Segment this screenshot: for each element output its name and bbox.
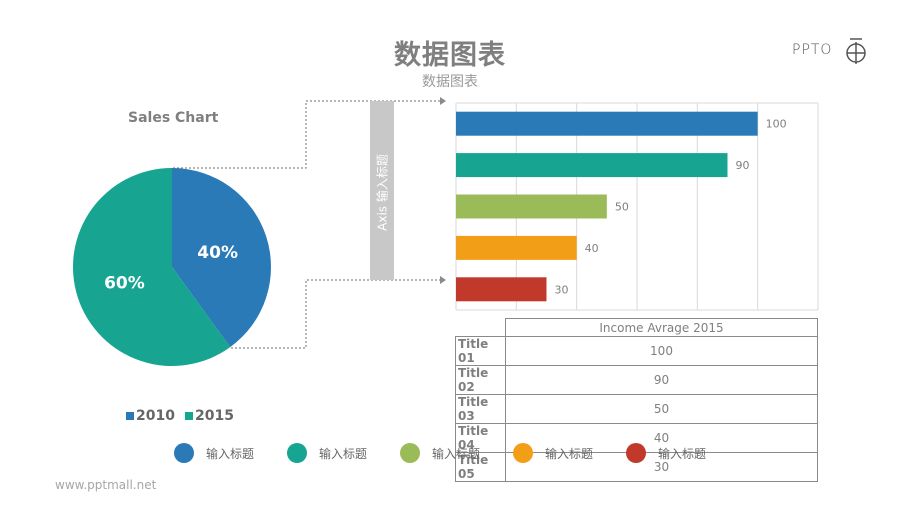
page-subtitle: 数据图表	[422, 74, 478, 90]
pie-legend-label: 2010	[136, 408, 175, 424]
bar-data-label: 30	[555, 283, 569, 296]
table-row: Title 05 30	[455, 452, 818, 482]
bar-Title 02	[456, 153, 728, 178]
legend-dot-icon	[174, 443, 194, 463]
legend-label: 输入标题	[206, 446, 255, 461]
legend-item: 输入标题	[400, 443, 513, 463]
table-row: Title 02 90	[455, 365, 818, 395]
bar-Title 05	[456, 277, 547, 302]
legend-item: 输入标题	[626, 443, 739, 463]
bar-data-label: 50	[615, 201, 629, 214]
table-row-label: Title 05	[455, 452, 506, 482]
legend-swatch-icon	[126, 412, 134, 420]
bar-data-label: 90	[736, 159, 750, 172]
income-table: Income Avrage 2015 Title 01 100 Title 02…	[455, 318, 818, 482]
legend-label: 输入标题	[658, 446, 707, 461]
legend-label: 输入标题	[545, 446, 594, 461]
table-row: Title 01 100	[455, 336, 818, 366]
connector-arrow-icon	[440, 97, 446, 105]
legend-dot-icon	[287, 443, 307, 463]
table-row-value: 50	[505, 394, 818, 424]
pie-data-label: 60%	[104, 273, 145, 293]
legend-label: 输入标题	[432, 446, 481, 461]
legend-item: 输入标题	[287, 443, 400, 463]
page-title: 数据图表	[394, 40, 506, 71]
table-row-label: Title 03	[455, 394, 506, 424]
legend-swatch-icon	[184, 412, 193, 420]
legend-label: 输入标题	[319, 446, 368, 461]
axis-label-bar	[370, 101, 394, 280]
pie-legend-item-2010: 2010	[126, 408, 175, 424]
legend-dot-icon	[513, 443, 533, 463]
bar-Title 04	[456, 235, 577, 260]
logo-text: PPTO	[792, 42, 833, 58]
connector-bottom-line	[231, 279, 440, 349]
bar-Title 01	[456, 111, 758, 136]
table-header-row: Income Avrage 2015	[456, 318, 818, 337]
table-row-value: 90	[505, 365, 818, 395]
pie-data-label: 40%	[197, 243, 238, 263]
pie-slice-2015	[72, 168, 231, 367]
bar-data-label: 100	[766, 118, 787, 131]
bar-Title 03	[456, 194, 607, 219]
pie-legend-label: 2015	[194, 408, 234, 424]
legend-dot-icon	[400, 443, 420, 463]
table-row-value: 30	[505, 452, 818, 482]
table-row-label: Title 02	[455, 365, 506, 395]
brand-logo: PPTO	[792, 36, 872, 66]
table-row-value: 100	[505, 336, 818, 366]
connector-arrow-icon	[440, 276, 446, 284]
legend-item: 输入标题	[513, 443, 626, 463]
table-header: Income Avrage 2015	[505, 318, 818, 337]
table-row: Title 03 50	[455, 394, 818, 424]
bar-data-label: 40	[585, 242, 599, 255]
pie-legend: 2010 2015	[126, 408, 234, 424]
logo-mark-icon	[846, 38, 866, 64]
pie-legend-item-2015: 2015	[184, 408, 234, 424]
connector-top-line	[173, 100, 440, 169]
table-row-label: Title 01	[455, 336, 506, 366]
table-corner	[456, 319, 506, 337]
bottom-legend: 输入标题 输入标题 输入标题 输入标题 输入标题	[174, 443, 739, 463]
axis-label: Axis 输入标题	[375, 154, 390, 231]
pie-slice-2010	[172, 168, 271, 348]
legend-item: 输入标题	[174, 443, 287, 463]
legend-dot-icon	[626, 443, 646, 463]
pie-chart-title: Sales Chart	[128, 110, 219, 126]
footer-url: www.pptmall.net	[55, 478, 157, 492]
